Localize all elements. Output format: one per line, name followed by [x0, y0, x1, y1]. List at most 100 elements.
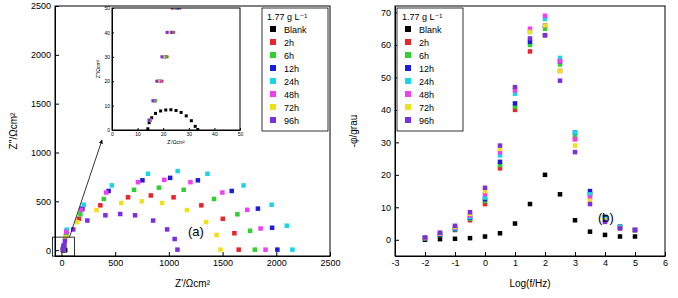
legend-entry: 2h: [270, 38, 294, 48]
point: [558, 78, 563, 83]
tick: 2500: [31, 1, 59, 11]
x-axis-title: Log(f/Hz): [509, 278, 550, 289]
legend: 1.77 g L⁻¹Blank2h6h12h24h48h72h96h: [397, 8, 463, 131]
point: [285, 223, 290, 228]
point: [618, 226, 623, 231]
tick: 2500: [320, 252, 340, 268]
axis-line: [55, 7, 56, 257]
legend-entry: 12h: [405, 64, 434, 74]
tick: 2: [543, 252, 548, 268]
tick-label: 2500: [320, 258, 340, 268]
point: [94, 208, 99, 213]
point: [62, 244, 67, 249]
tick-label: 30: [187, 131, 193, 137]
tick-label: 40: [212, 131, 218, 137]
y-axis: 05001000150020002500: [31, 1, 59, 256]
tick: 1000: [159, 252, 179, 268]
tick-label: 1500: [213, 258, 233, 268]
y-axis: 01020304050: [104, 5, 114, 133]
legend-label: 12h: [284, 64, 299, 74]
tick-label: 20: [104, 78, 110, 84]
point: [181, 188, 186, 193]
point: [618, 234, 623, 239]
tick: 2000: [31, 50, 59, 60]
tick-label: 40: [381, 105, 391, 115]
point: [618, 226, 623, 231]
point: [543, 23, 548, 28]
point: [151, 99, 154, 102]
tick: 20: [381, 170, 399, 180]
point: [528, 30, 533, 35]
tick-mark: [55, 55, 59, 56]
point: [169, 108, 172, 111]
tick-label: 1: [513, 258, 518, 268]
series: [61, 199, 223, 252]
legend-entry: Blank: [405, 25, 442, 35]
tick-label: 0: [386, 235, 391, 245]
tick: 3: [573, 252, 578, 268]
plot-frame: [112, 8, 240, 130]
point: [149, 193, 154, 198]
point: [236, 247, 241, 252]
tick-mark: [515, 252, 516, 256]
point: [258, 226, 263, 231]
point: [157, 185, 162, 190]
y-axis-title: Z''/Ωcm²: [8, 112, 19, 150]
point: [62, 243, 67, 248]
point: [62, 244, 67, 249]
tick-mark: [545, 252, 546, 256]
point: [139, 199, 144, 204]
legend-symbol: [405, 65, 411, 71]
point: [573, 137, 578, 142]
point: [103, 213, 108, 218]
point: [212, 197, 217, 202]
point: [151, 99, 154, 102]
point: [232, 231, 237, 236]
point: [453, 225, 458, 230]
tick: 30: [104, 54, 114, 60]
point: [188, 180, 193, 185]
tick-mark: [55, 201, 59, 202]
point: [275, 247, 280, 252]
point: [263, 247, 268, 252]
point: [190, 119, 193, 122]
tick: 10: [104, 103, 114, 109]
point: [154, 112, 157, 115]
tick-mark: [55, 250, 59, 251]
panel-label: (b): [598, 210, 614, 225]
series: [149, 8, 240, 122]
point: [423, 236, 428, 241]
point: [175, 169, 180, 174]
legend-label: 72h: [419, 103, 434, 113]
legend-symbol: [405, 104, 411, 110]
legend-entry: 6h: [270, 51, 294, 61]
point: [453, 237, 458, 242]
series: [146, 108, 199, 130]
tick-mark: [395, 175, 399, 176]
point: [423, 236, 428, 241]
point: [62, 243, 67, 248]
tick-mark: [55, 6, 59, 7]
legend-label: Blank: [419, 25, 442, 35]
point: [633, 228, 638, 233]
tick-label: -1: [451, 258, 459, 268]
tick: 10: [381, 203, 399, 213]
tick-mark: [112, 81, 114, 82]
x-axis: 01020304050: [111, 128, 243, 137]
point: [269, 202, 274, 207]
point: [543, 33, 548, 38]
point: [573, 143, 578, 148]
tick: 0: [107, 127, 114, 133]
x-axis: -3-2-10123456: [391, 252, 668, 268]
point: [633, 228, 638, 233]
point: [543, 173, 548, 178]
tick: 5: [633, 252, 638, 268]
tick-mark: [276, 252, 277, 256]
point: [204, 220, 209, 225]
tick-label: 1500: [31, 99, 51, 109]
axis-line: [113, 130, 241, 131]
legend-entry: 12h: [270, 64, 299, 74]
tick: 1000: [31, 148, 59, 158]
tick-label: 10: [104, 103, 110, 109]
tick-label: 4: [603, 258, 608, 268]
